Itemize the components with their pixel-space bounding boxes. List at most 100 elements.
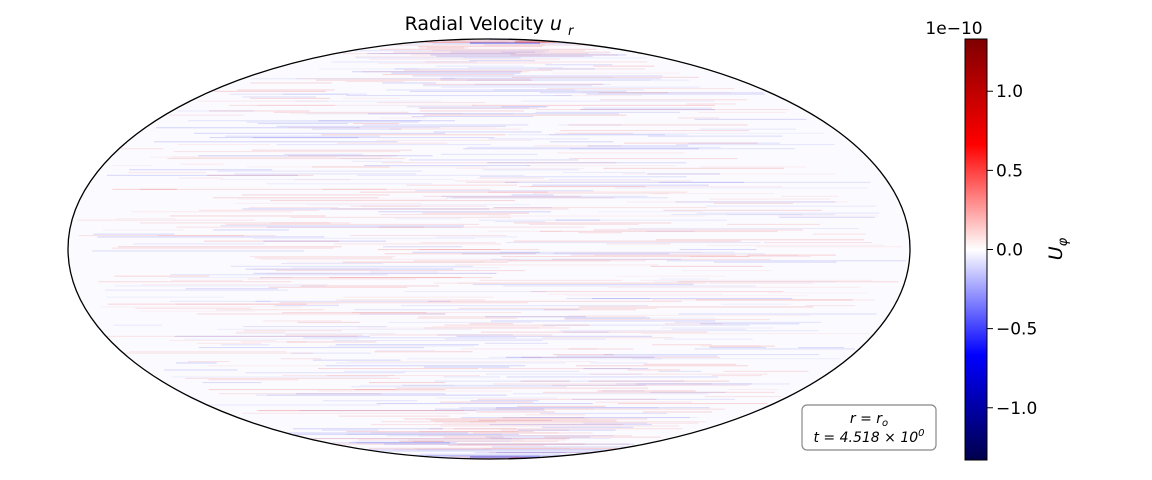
field-streak — [470, 456, 540, 458]
field-streak — [698, 111, 786, 113]
field-streak — [459, 407, 659, 409]
field-streak — [583, 368, 649, 370]
field-streak — [288, 155, 398, 157]
colorbar-label-symbol: U — [1045, 246, 1067, 260]
field-streak — [643, 363, 737, 365]
field-streak — [495, 408, 725, 410]
field-streak — [511, 194, 554, 196]
field-streak — [430, 419, 553, 421]
field-streak — [281, 263, 384, 265]
field-streak — [443, 436, 504, 438]
field-streak — [455, 264, 659, 266]
field-streak — [383, 246, 463, 248]
field-streak — [93, 233, 175, 235]
field-streak — [286, 261, 484, 263]
field-streak — [401, 305, 648, 307]
field-streak — [434, 380, 685, 382]
field-streak — [484, 447, 622, 449]
field-streak — [491, 320, 716, 322]
field-streak — [503, 285, 756, 287]
field-streak — [495, 221, 546, 223]
field-streak — [196, 342, 261, 344]
field-streak — [426, 47, 469, 49]
field-streak — [129, 351, 287, 353]
field-streak — [511, 76, 700, 78]
field-streak — [114, 275, 210, 277]
field-streak — [565, 295, 807, 297]
field-streak — [568, 314, 811, 316]
field-streak — [279, 302, 528, 304]
field-streak — [171, 279, 243, 281]
field-streak — [674, 321, 822, 323]
field-streak — [650, 265, 763, 267]
field-streak — [113, 324, 163, 326]
field-streak — [198, 155, 433, 157]
field-streak — [362, 71, 530, 73]
field-streak — [274, 305, 340, 307]
field-streak — [569, 158, 738, 160]
field-streaks — [77, 39, 907, 459]
field-streak — [594, 254, 799, 256]
field-streak — [607, 286, 861, 288]
field-streak — [495, 407, 710, 409]
field-streak — [394, 218, 462, 220]
field-streak — [394, 68, 595, 70]
field-streak — [590, 362, 648, 364]
field-streak — [122, 352, 313, 354]
field-streak — [346, 95, 572, 97]
field-streak — [658, 370, 702, 372]
field-streak — [425, 418, 590, 420]
field-streak — [225, 223, 480, 225]
field-streak — [338, 415, 450, 417]
field-streak — [386, 435, 614, 437]
field-streak — [688, 142, 781, 144]
field-streak — [112, 165, 153, 167]
field-streak — [664, 323, 723, 325]
field-streak — [290, 216, 511, 218]
field-streak — [382, 74, 515, 76]
field-streak — [521, 100, 715, 102]
field-streak — [367, 113, 620, 115]
field-streak — [78, 235, 245, 237]
field-streak — [421, 456, 601, 458]
field-streak — [542, 391, 775, 393]
field-streak — [777, 215, 879, 217]
map-boundary — [67, 38, 911, 460]
field-streak — [382, 82, 436, 84]
field-streak — [118, 246, 342, 248]
field-streak — [539, 92, 764, 94]
field-streak — [700, 323, 800, 325]
field-streak — [187, 361, 230, 363]
colorbar-tick-label: 0.5 — [996, 161, 1023, 181]
field-streak — [251, 149, 412, 151]
field-streak — [458, 307, 657, 309]
field-streak — [352, 440, 511, 442]
field-streak — [562, 331, 609, 333]
field-streak — [258, 123, 348, 125]
field-streak — [342, 97, 401, 99]
field-streak — [230, 265, 473, 267]
field-streak — [675, 201, 836, 203]
field-streak — [666, 260, 907, 262]
field-streak — [591, 298, 793, 300]
field-streak — [246, 121, 419, 123]
field-streak — [441, 86, 700, 88]
field-streak — [135, 307, 252, 309]
field-streak — [98, 281, 292, 283]
field-streak — [208, 110, 310, 112]
field-streak — [474, 83, 611, 85]
field-streak — [539, 230, 778, 232]
field-streak — [501, 51, 545, 53]
field-streak — [229, 93, 368, 95]
field-streak — [423, 114, 627, 116]
field-streak — [457, 282, 707, 284]
field-streak — [299, 410, 546, 412]
field-streak — [133, 243, 265, 245]
field-streak — [496, 452, 593, 454]
field-streak — [425, 41, 546, 43]
field-streak — [531, 291, 784, 293]
field-streak — [242, 208, 490, 210]
field-streak — [419, 110, 525, 112]
field-streak — [174, 335, 370, 337]
field-streak — [489, 424, 652, 426]
